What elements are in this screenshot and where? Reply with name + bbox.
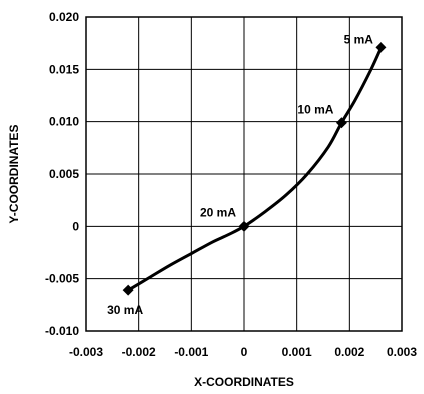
x-axis-title: X-COORDINATES bbox=[194, 375, 294, 389]
diamond-marker bbox=[122, 284, 134, 296]
y-tick-label: -0.005 bbox=[45, 272, 79, 286]
y-tick-label: 0 bbox=[72, 219, 79, 233]
x-tick-labels: -0.003 -0.002 -0.001 0 0.001 0.002 0.003 bbox=[69, 345, 417, 359]
y-tick-label: 0.015 bbox=[49, 62, 79, 76]
diamond-marker bbox=[335, 117, 347, 129]
grid-layer bbox=[86, 17, 402, 331]
x-tick-label: 0.001 bbox=[282, 345, 312, 359]
diamond-marker bbox=[375, 41, 387, 53]
x-tick-label: -0.003 bbox=[69, 345, 103, 359]
x-tick-label: -0.002 bbox=[122, 345, 156, 359]
point-annotations: 5 mA 10 mA 20 mA 30 mA bbox=[107, 32, 373, 317]
x-tick-label: 0 bbox=[241, 345, 248, 359]
x-tick-label: 0.003 bbox=[387, 345, 417, 359]
data-markers bbox=[122, 41, 387, 296]
point-label: 30 mA bbox=[107, 303, 143, 317]
point-label: 5 mA bbox=[344, 32, 374, 46]
y-axis-title: Y-COORDINATES bbox=[7, 124, 21, 223]
x-tick-label: 0.002 bbox=[334, 345, 364, 359]
y-tick-label: -0.010 bbox=[45, 324, 79, 338]
y-tick-labels: -0.010 -0.005 0 0.005 0.010 0.015 0.020 bbox=[45, 10, 79, 338]
plot-frame bbox=[85, 16, 403, 332]
y-tick-label: 0.005 bbox=[49, 167, 79, 181]
y-tick-label: 0.010 bbox=[49, 115, 79, 129]
diamond-marker bbox=[238, 220, 250, 232]
data-curve bbox=[126, 45, 383, 292]
x-tick-label: -0.001 bbox=[174, 345, 208, 359]
point-label: 20 mA bbox=[200, 205, 236, 219]
point-label: 10 mA bbox=[297, 103, 333, 117]
y-tick-label: 0.020 bbox=[49, 10, 79, 24]
